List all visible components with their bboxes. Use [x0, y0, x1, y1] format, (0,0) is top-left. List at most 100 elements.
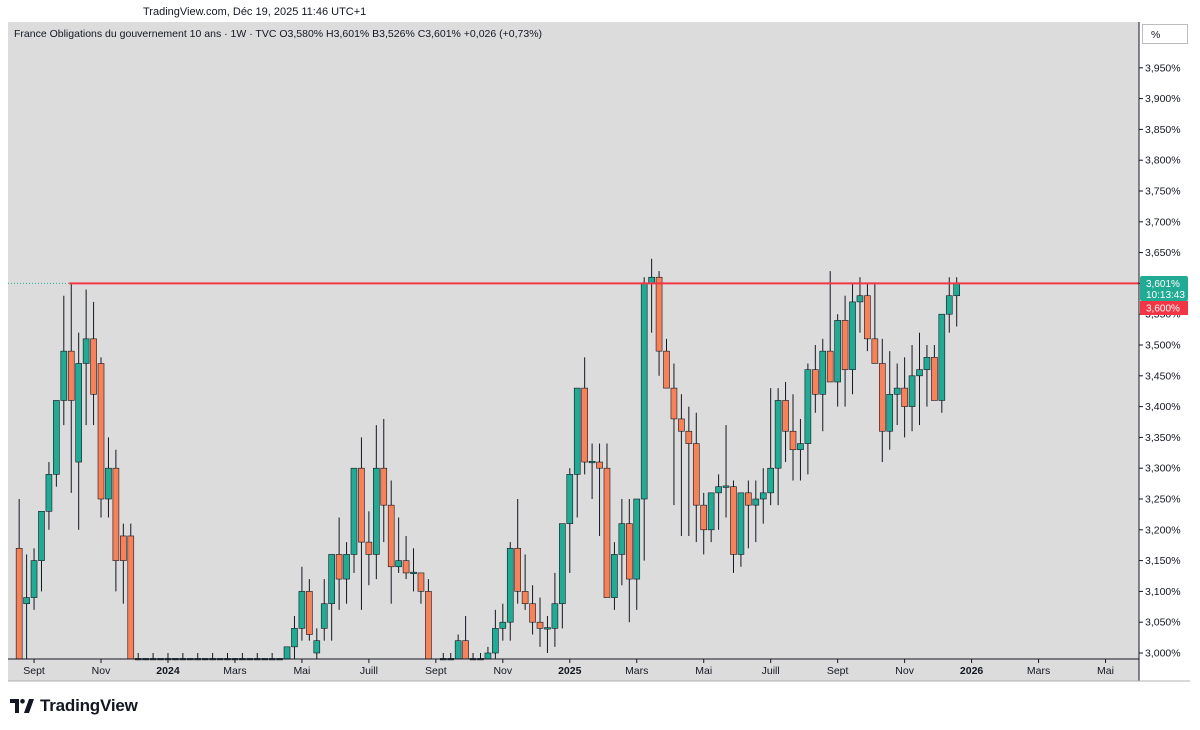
candle[interactable] [596, 443, 603, 536]
candle[interactable] [15, 499, 23, 660]
candle[interactable] [618, 499, 626, 586]
candle[interactable] [692, 412, 700, 543]
candle[interactable] [462, 616, 469, 660]
candle[interactable] [90, 301, 97, 426]
candle[interactable] [700, 492, 708, 555]
candle[interactable] [506, 542, 514, 641]
candle[interactable] [581, 357, 588, 475]
candle[interactable] [730, 480, 737, 573]
candle[interactable] [365, 511, 373, 586]
candle[interactable] [410, 548, 417, 592]
candle[interactable] [454, 634, 462, 660]
candle[interactable] [573, 387, 581, 518]
candle[interactable] [953, 277, 961, 327]
candle[interactable] [335, 517, 343, 610]
candle[interactable] [849, 283, 856, 395]
candle[interactable] [685, 406, 693, 536]
candle[interactable] [707, 492, 715, 543]
candle[interactable] [789, 394, 797, 481]
candle[interactable] [737, 492, 745, 567]
candle[interactable] [886, 351, 894, 450]
candle[interactable] [395, 517, 402, 573]
candle[interactable] [812, 345, 819, 413]
candle[interactable] [484, 646, 492, 660]
candle[interactable] [603, 443, 611, 598]
candle[interactable] [782, 381, 789, 463]
candle[interactable] [320, 579, 328, 641]
candle[interactable] [514, 499, 521, 604]
candle[interactable] [306, 579, 313, 641]
candle[interactable] [75, 332, 82, 530]
candle[interactable] [350, 467, 358, 573]
candle[interactable] [23, 554, 30, 659]
candle[interactable] [45, 462, 53, 530]
candle[interactable] [387, 480, 395, 604]
candle[interactable] [626, 499, 633, 623]
candle[interactable] [343, 542, 350, 604]
candle[interactable] [120, 523, 127, 604]
candle[interactable] [112, 449, 120, 592]
candle[interactable] [864, 283, 871, 352]
candle[interactable] [759, 468, 767, 524]
candle[interactable] [752, 480, 760, 543]
candle[interactable] [105, 437, 112, 518]
candle[interactable] [536, 597, 544, 647]
candle[interactable] [856, 277, 864, 333]
candle[interactable] [663, 338, 670, 389]
candle[interactable] [670, 363, 678, 506]
candle[interactable] [38, 511, 45, 592]
candle[interactable] [908, 345, 916, 432]
candle[interactable] [499, 603, 507, 641]
candle[interactable] [588, 443, 596, 499]
candle[interactable] [878, 338, 886, 463]
candle[interactable] [566, 468, 574, 573]
candle[interactable] [313, 628, 321, 659]
candle[interactable] [826, 271, 834, 383]
candle[interactable] [380, 418, 388, 543]
candle[interactable] [291, 616, 298, 659]
candle[interactable] [529, 585, 536, 635]
candle[interactable] [745, 480, 752, 549]
candle[interactable] [633, 498, 641, 610]
candle[interactable] [916, 332, 923, 426]
candle[interactable] [893, 363, 901, 426]
candle[interactable] [551, 572, 559, 647]
candle[interactable] [938, 313, 946, 413]
candle[interactable] [97, 357, 105, 518]
candle[interactable] [127, 523, 135, 660]
candle[interactable] [559, 523, 566, 629]
tradingview-logo[interactable]: TradingView [10, 696, 138, 716]
candle[interactable] [901, 357, 908, 438]
candle[interactable] [358, 437, 365, 610]
x-axis-strip[interactable] [8, 659, 1139, 681]
candle[interactable] [678, 394, 685, 536]
candle[interactable] [655, 271, 663, 376]
candle[interactable] [611, 542, 618, 610]
candle[interactable] [841, 295, 849, 407]
candle[interactable] [804, 363, 812, 475]
candle[interactable] [819, 338, 827, 432]
candle[interactable] [521, 554, 529, 610]
candle[interactable] [767, 388, 774, 506]
candle[interactable] [945, 277, 953, 333]
candle[interactable] [640, 277, 648, 561]
candle[interactable] [30, 548, 38, 610]
candle[interactable] [402, 535, 410, 580]
candle[interactable] [328, 554, 335, 641]
candle[interactable] [492, 609, 499, 659]
price-scale-unit-button[interactable]: % [1142, 24, 1188, 44]
candle[interactable] [931, 345, 938, 401]
candle[interactable] [834, 314, 841, 407]
plot-area[interactable] [8, 22, 1139, 659]
candle[interactable] [871, 283, 879, 364]
candle[interactable] [544, 616, 551, 653]
candle[interactable] [298, 566, 306, 641]
candle[interactable] [283, 646, 291, 660]
candle[interactable] [648, 258, 655, 333]
candle[interactable] [774, 388, 782, 506]
candle[interactable] [715, 474, 722, 530]
candle[interactable] [923, 345, 931, 407]
candle[interactable] [373, 425, 380, 580]
candle[interactable] [425, 579, 432, 660]
candle[interactable] [67, 283, 75, 493]
